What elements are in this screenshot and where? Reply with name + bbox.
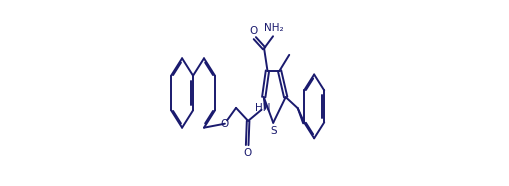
Text: NH₂: NH₂ (263, 23, 282, 33)
Text: O: O (249, 26, 257, 36)
Text: O: O (220, 119, 229, 129)
Text: S: S (270, 126, 276, 136)
Text: O: O (243, 148, 251, 158)
Text: HN: HN (254, 102, 270, 113)
